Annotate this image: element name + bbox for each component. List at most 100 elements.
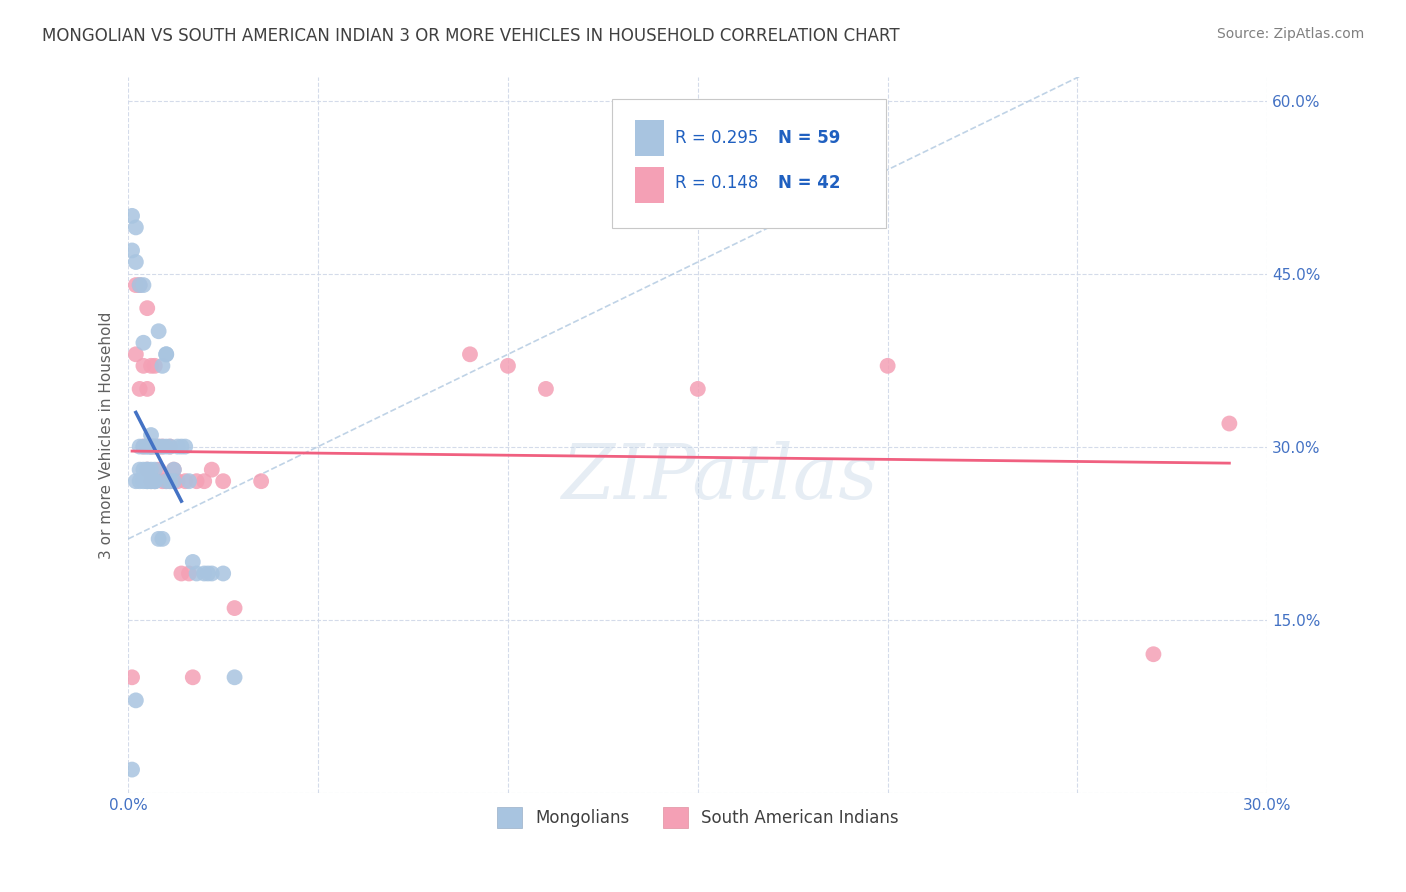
Point (686, 382, 709, 396)
Point (159, 440, 181, 454)
Point (136, 474, 159, 488)
Point (139, 440, 162, 454)
Point (197, 566, 219, 581)
Point (136, 463, 159, 477)
Point (181, 670, 204, 684)
Point (148, 324, 170, 338)
Point (139, 463, 162, 477)
Point (139, 359, 162, 373)
Point (136, 440, 159, 454)
Point (125, 255, 148, 269)
Point (152, 359, 174, 373)
Point (152, 440, 174, 454)
Text: R = 0.295: R = 0.295 (675, 129, 758, 147)
Point (155, 474, 177, 488)
Legend: Mongolians, South American Indians: Mongolians, South American Indians (491, 801, 905, 834)
Point (139, 428, 162, 442)
Point (174, 440, 197, 454)
Point (181, 555, 204, 569)
Point (132, 335, 155, 350)
Point (143, 359, 166, 373)
Point (125, 278, 148, 293)
Point (159, 440, 181, 454)
Point (170, 440, 193, 454)
FancyBboxPatch shape (636, 167, 664, 202)
Point (143, 474, 166, 488)
Point (177, 566, 200, 581)
Point (143, 474, 166, 488)
Point (212, 474, 235, 488)
Point (1142, 647, 1164, 661)
Point (125, 474, 148, 488)
Point (125, 693, 148, 707)
Point (148, 463, 170, 477)
Point (159, 474, 181, 488)
Point (212, 566, 235, 581)
Point (166, 440, 188, 454)
Point (155, 474, 177, 488)
Point (139, 474, 162, 488)
Point (224, 601, 246, 615)
Y-axis label: 3 or more Vehicles in Household: 3 or more Vehicles in Household (100, 311, 114, 558)
Point (125, 347, 148, 361)
Point (224, 670, 246, 684)
Point (186, 566, 208, 581)
Point (174, 474, 197, 488)
Point (121, 244, 143, 258)
Text: N = 42: N = 42 (778, 174, 839, 193)
FancyBboxPatch shape (636, 120, 664, 156)
Point (139, 474, 162, 488)
Point (136, 463, 159, 477)
Point (143, 463, 166, 477)
Point (139, 474, 162, 488)
Point (139, 440, 162, 454)
Point (128, 463, 150, 477)
Point (163, 463, 186, 477)
Point (159, 474, 181, 488)
Point (136, 440, 159, 454)
Point (132, 359, 155, 373)
Point (136, 463, 159, 477)
Point (201, 566, 224, 581)
Point (128, 278, 150, 293)
Text: MONGOLIAN VS SOUTH AMERICAN INDIAN 3 OR MORE VEHICLES IN HOUSEHOLD CORRELATION C: MONGOLIAN VS SOUTH AMERICAN INDIAN 3 OR … (42, 27, 900, 45)
Point (1218, 417, 1240, 431)
Point (148, 440, 170, 454)
Point (143, 474, 166, 488)
Point (155, 347, 177, 361)
Point (534, 382, 557, 396)
Point (155, 440, 177, 454)
Point (128, 440, 150, 454)
Point (136, 474, 159, 488)
Point (152, 532, 174, 546)
Point (163, 474, 186, 488)
Point (132, 440, 155, 454)
Point (143, 440, 166, 454)
Point (186, 474, 208, 488)
Point (163, 463, 186, 477)
Text: N = 59: N = 59 (778, 129, 839, 147)
Point (143, 474, 166, 488)
Point (139, 440, 162, 454)
Point (132, 278, 155, 293)
Point (152, 440, 174, 454)
Point (128, 382, 150, 396)
Point (121, 670, 143, 684)
Point (201, 463, 224, 477)
Point (128, 278, 150, 293)
Point (193, 474, 215, 488)
Text: R = 0.148: R = 0.148 (675, 174, 758, 193)
Point (152, 474, 174, 488)
Point (136, 474, 159, 488)
FancyBboxPatch shape (613, 99, 886, 227)
Point (136, 301, 159, 315)
Point (496, 359, 519, 373)
Point (876, 359, 898, 373)
Point (148, 532, 170, 546)
Point (132, 463, 155, 477)
Point (121, 763, 143, 777)
Point (143, 440, 166, 454)
Point (155, 347, 177, 361)
Point (193, 566, 215, 581)
Point (121, 209, 143, 223)
